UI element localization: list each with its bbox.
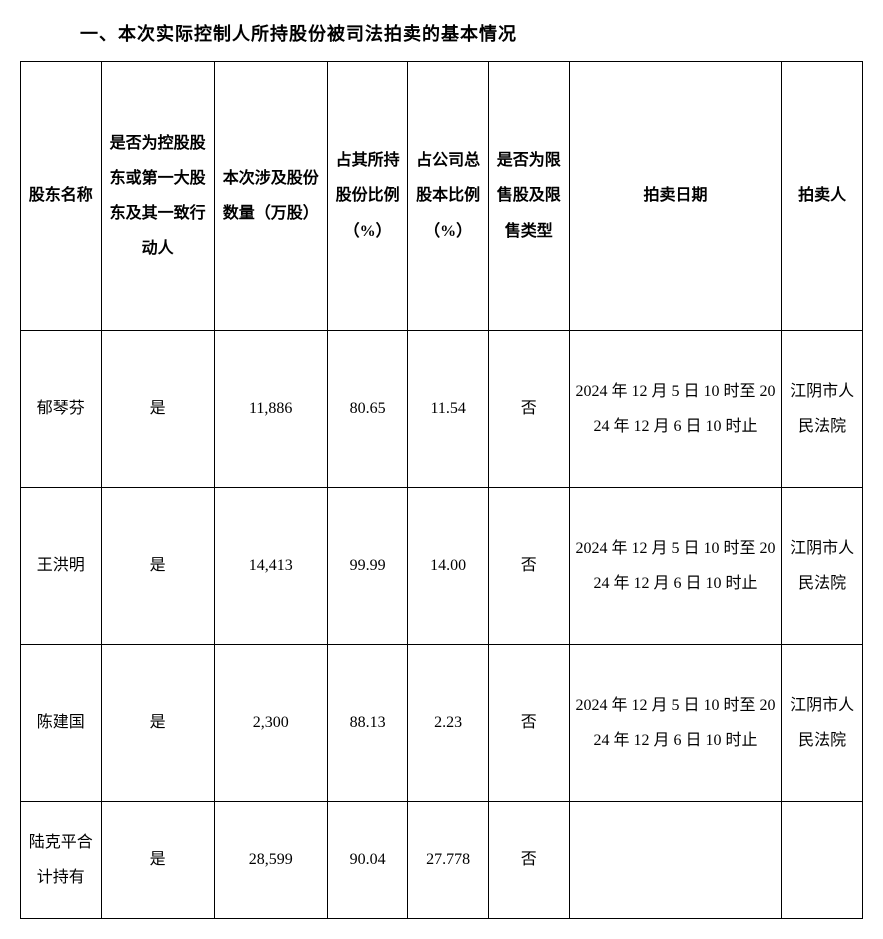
- cell-name: 陈建国: [21, 645, 102, 802]
- col-header-date: 拍卖日期: [569, 62, 782, 331]
- cell-self-pct: 88.13: [327, 645, 408, 802]
- cell-shares: 28,599: [214, 802, 327, 919]
- cell-total-pct: 14.00: [408, 488, 489, 645]
- cell-name: 陆克平合计持有: [21, 802, 102, 919]
- cell-total-pct: 11.54: [408, 331, 489, 488]
- cell-self-pct: 80.65: [327, 331, 408, 488]
- col-header-auctioneer: 拍卖人: [782, 62, 863, 331]
- table-row: 王洪明 是 14,413 99.99 14.00 否 2024 年 12 月 5…: [21, 488, 863, 645]
- section-title: 一、本次实际控制人所持股份被司法拍卖的基本情况: [80, 20, 863, 46]
- cell-date: 2024 年 12 月 5 日 10 时至 2024 年 12 月 6 日 10…: [569, 488, 782, 645]
- cell-total-pct: 2.23: [408, 645, 489, 802]
- col-header-total-pct: 占公司总股本比例（%）: [408, 62, 489, 331]
- cell-shares: 11,886: [214, 331, 327, 488]
- cell-date: [569, 802, 782, 919]
- table-row: 陈建国 是 2,300 88.13 2.23 否 2024 年 12 月 5 日…: [21, 645, 863, 802]
- col-header-controlling: 是否为控股股东或第一大股东及其一致行动人: [101, 62, 214, 331]
- cell-auctioneer: 江阴市人民法院: [782, 331, 863, 488]
- cell-auctioneer: 江阴市人民法院: [782, 645, 863, 802]
- cell-controlling: 是: [101, 645, 214, 802]
- col-header-restricted: 是否为限售股及限售类型: [488, 62, 569, 331]
- cell-name: 郁琴芬: [21, 331, 102, 488]
- cell-self-pct: 90.04: [327, 802, 408, 919]
- cell-restricted: 否: [488, 802, 569, 919]
- col-header-self-pct: 占其所持股份比例（%）: [327, 62, 408, 331]
- cell-self-pct: 99.99: [327, 488, 408, 645]
- cell-controlling: 是: [101, 331, 214, 488]
- cell-controlling: 是: [101, 802, 214, 919]
- cell-shares: 2,300: [214, 645, 327, 802]
- cell-shares: 14,413: [214, 488, 327, 645]
- auction-table: 股东名称 是否为控股股东或第一大股东及其一致行动人 本次涉及股份数量（万股） 占…: [20, 61, 863, 919]
- cell-date: 2024 年 12 月 5 日 10 时至 2024 年 12 月 6 日 10…: [569, 645, 782, 802]
- cell-date: 2024 年 12 月 5 日 10 时至 2024 年 12 月 6 日 10…: [569, 331, 782, 488]
- cell-restricted: 否: [488, 331, 569, 488]
- cell-name: 王洪明: [21, 488, 102, 645]
- cell-total-pct: 27.778: [408, 802, 489, 919]
- cell-auctioneer: [782, 802, 863, 919]
- table-row: 郁琴芬 是 11,886 80.65 11.54 否 2024 年 12 月 5…: [21, 331, 863, 488]
- cell-restricted: 否: [488, 488, 569, 645]
- cell-restricted: 否: [488, 645, 569, 802]
- col-header-name: 股东名称: [21, 62, 102, 331]
- cell-auctioneer: 江阴市人民法院: [782, 488, 863, 645]
- table-row: 陆克平合计持有 是 28,599 90.04 27.778 否: [21, 802, 863, 919]
- table-header-row: 股东名称 是否为控股股东或第一大股东及其一致行动人 本次涉及股份数量（万股） 占…: [21, 62, 863, 331]
- cell-controlling: 是: [101, 488, 214, 645]
- col-header-shares: 本次涉及股份数量（万股）: [214, 62, 327, 331]
